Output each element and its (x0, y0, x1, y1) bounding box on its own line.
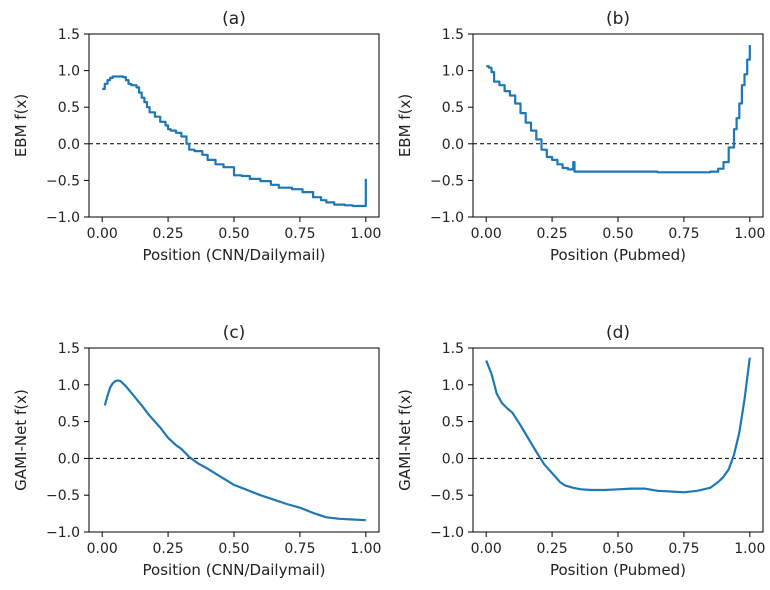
y-tick-label: −0.5 (430, 173, 464, 189)
series-line (485, 357, 751, 494)
y-axis-label: GAMI-Net f(x) (12, 389, 30, 491)
x-tick-label: 0.25 (153, 226, 184, 242)
y-tick-label: 1.5 (442, 341, 464, 357)
y-tick-label: 1.0 (442, 378, 464, 394)
series-line (486, 45, 751, 174)
plot-frame (472, 347, 764, 533)
y-tick-label: 1.0 (442, 64, 464, 80)
y-tick-label: 1.0 (58, 64, 80, 80)
x-axis-label: Position (Pubmed) (550, 561, 686, 579)
x-tick-label: 0.00 (471, 226, 502, 242)
x-tick-label: 1.00 (350, 541, 381, 557)
x-tick-label: 0.25 (537, 226, 568, 242)
y-axis-label: GAMI-Net f(x) (396, 389, 414, 491)
y-tick-label: 1.0 (58, 378, 80, 394)
plot-frame (88, 33, 380, 218)
x-tick-label: 0.50 (602, 541, 633, 557)
y-axis-label: EBM f(x) (396, 94, 414, 157)
x-tick-label: 0.75 (668, 541, 699, 557)
y-tick-label: 1.5 (58, 27, 80, 43)
panel-b: (b) 0.00 0.25 0.50 0.75 1.00 1.5 1.0 0.5 0.0 −0.5 −… (396, 9, 765, 264)
y-tick-label: −1.0 (430, 525, 464, 541)
y-tick-label: 0.5 (58, 100, 80, 116)
x-tick-label: 1.00 (734, 541, 765, 557)
series-line (102, 75, 367, 208)
plot-frame (472, 33, 764, 218)
y-tick-label: 0.5 (442, 415, 464, 431)
x-tick-label: 1.00 (350, 226, 381, 242)
x-tick-label: 0.75 (668, 226, 699, 242)
y-tick-label: −1.0 (430, 210, 464, 226)
plot-frame (88, 347, 380, 533)
x-tick-label: 0.50 (218, 541, 249, 557)
panel-title: (c) (223, 323, 246, 343)
y-tick-label: −1.0 (46, 525, 80, 541)
y-tick-label: −0.5 (46, 488, 80, 504)
x-tick-label: 0.00 (87, 226, 118, 242)
y-tick-label: 1.5 (58, 341, 80, 357)
y-tick-label: 0.5 (58, 415, 80, 431)
y-tick-label: 0.0 (442, 451, 464, 467)
panel-a: (a) 0.00 0.25 0.50 0.75 1.00 1.5 1.0 0.5 0.0 −0.5 −… (12, 9, 381, 264)
x-axis-label: Position (CNN/Dailymail) (143, 561, 326, 579)
panel-title: (b) (606, 9, 630, 29)
y-tick-label: 0.5 (442, 100, 464, 116)
x-tick-label: 0.00 (471, 541, 502, 557)
x-tick-label: 0.25 (153, 541, 184, 557)
y-axis-label: EBM f(x) (12, 94, 30, 157)
x-tick-label: 0.75 (284, 541, 315, 557)
panel-title: (d) (606, 323, 630, 343)
series-line (103, 379, 366, 522)
x-tick-label: 0.00 (87, 541, 118, 557)
x-axis-label: Position (Pubmed) (550, 246, 686, 264)
x-tick-label: 0.25 (537, 541, 568, 557)
panel-c: (c) 0.00 0.25 0.50 0.75 1.00 1.5 1.0 0.5 0.0 −0.5 −… (12, 323, 381, 579)
y-tick-label: 0.0 (58, 451, 80, 467)
x-axis-label: Position (CNN/Dailymail) (143, 246, 326, 264)
y-tick-label: −0.5 (46, 173, 80, 189)
y-tick-label: 0.0 (442, 137, 464, 153)
panel-title: (a) (222, 9, 246, 29)
x-tick-label: 0.75 (284, 226, 315, 242)
x-tick-label: 0.50 (218, 226, 249, 242)
panel-d: (d) 0.00 0.25 0.50 0.75 1.00 1.5 1.0 0.5 0.0 −0.5 −… (396, 323, 765, 579)
x-tick-label: 0.50 (602, 226, 633, 242)
y-tick-label: −0.5 (430, 488, 464, 504)
y-tick-label: 1.5 (442, 27, 464, 43)
y-tick-label: 0.0 (58, 137, 80, 153)
x-tick-label: 1.00 (734, 226, 765, 242)
y-tick-label: −1.0 (46, 210, 80, 226)
